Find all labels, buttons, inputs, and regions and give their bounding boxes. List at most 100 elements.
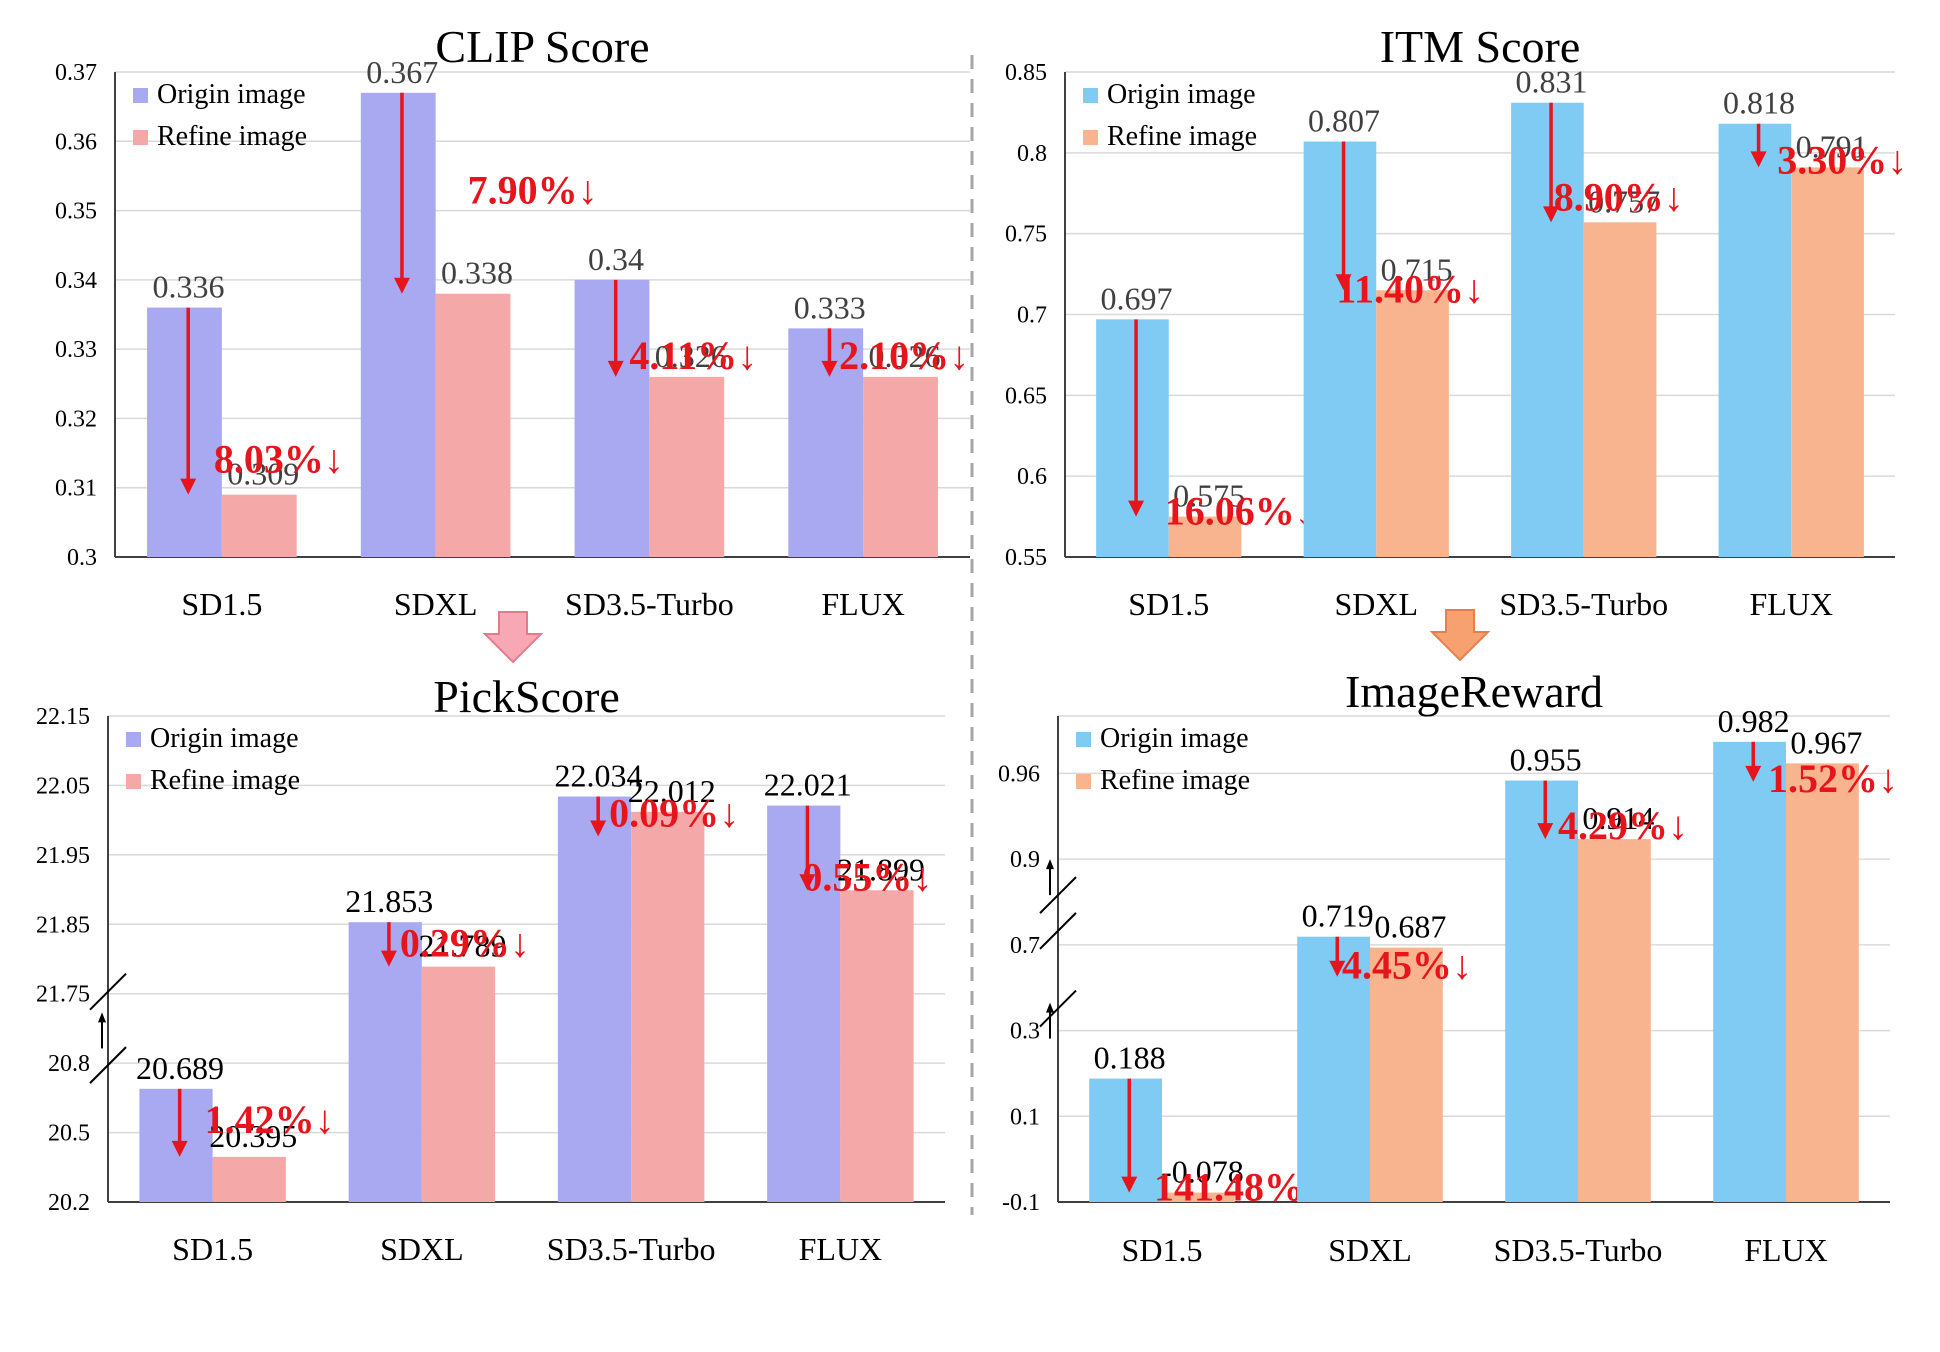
legend-swatch-refine (1083, 130, 1098, 145)
legend-label-refine: Refine image (1107, 121, 1257, 152)
axis-break-arrow-tip (98, 1012, 106, 1023)
drop-percent-label: 1.52%↓ (1768, 756, 1898, 801)
data-label-refine: 0.914 (1582, 800, 1654, 836)
category-label: SD3.5-Turbo (1494, 1232, 1663, 1268)
data-label-origin: 22.034 (555, 758, 643, 794)
y-tick-label: 20.8 (48, 1051, 90, 1077)
legend-label-origin: Origin image (157, 79, 306, 110)
category-label: SD1.5 (1128, 586, 1209, 622)
axis-break-arrow-tip (1046, 859, 1054, 870)
data-label-refine: -0.078 (1161, 1154, 1244, 1190)
category-label: SDXL (380, 1231, 464, 1267)
data-label-refine: 0.326 (655, 338, 727, 374)
legend-label-origin: Origin image (1100, 723, 1249, 754)
bar-refine-sd3.5-turbo (1583, 222, 1657, 557)
y-tick-label: 22.05 (36, 773, 90, 799)
y-tick-label: 0.36 (55, 129, 97, 155)
legend-swatch-refine (133, 130, 148, 145)
drop-arrow-head (1329, 960, 1346, 977)
bar-origin-sd1.5 (1096, 319, 1169, 557)
drop-arrow-head (1335, 274, 1352, 291)
data-label-origin: 22.021 (764, 767, 852, 803)
bar-refine-sdxl (421, 966, 496, 1202)
transition-arrow-left (482, 611, 544, 664)
drop-arrow-head (799, 874, 816, 891)
drop-arrow-head (607, 360, 624, 377)
drop-percent-label: 0.09%↓ (609, 791, 739, 836)
category-label: FLUX (1744, 1232, 1828, 1268)
drop-arrow-head (380, 950, 397, 967)
data-label-origin: 0.955 (1510, 742, 1582, 778)
bar-refine-sd1.5 (1168, 516, 1242, 557)
legend-label-refine: Refine image (157, 121, 307, 152)
y-tick-label: 0.1 (1010, 1104, 1040, 1130)
bar-refine-sdxl (1370, 947, 1443, 1202)
drop-percent-label: 8.03%↓ (214, 437, 344, 482)
data-label-refine: 0.791 (1796, 128, 1868, 164)
data-label-origin: 0.34 (588, 241, 644, 277)
data-label-origin: 0.719 (1302, 898, 1374, 934)
data-label-origin: 0.818 (1723, 85, 1795, 121)
y-tick-label: -0.1 (1002, 1190, 1040, 1216)
data-label-refine: 0.326 (869, 338, 941, 374)
data-label-refine: 22.012 (628, 773, 716, 809)
data-label-refine: 0.309 (227, 456, 299, 492)
category-label: SD3.5-Turbo (565, 586, 734, 622)
y-tick-label: 20.5 (48, 1121, 90, 1147)
drop-percent-label: 141.48%↓ (1154, 1165, 1324, 1210)
drop-arrow-head (1537, 823, 1554, 840)
category-label: SDXL (394, 586, 478, 622)
drop-percent-label: 4.45%↓ (1342, 943, 1472, 988)
legend-swatch-refine (1076, 774, 1091, 789)
chart-pickscore: 20.2 20.5 20.8 21.75 21.85 21.95 22.05 22.15 Pic… (36, 671, 945, 1267)
drop-percent-label: 0.29%↓ (400, 921, 530, 966)
category-label: SDXL (1334, 586, 1418, 622)
drop-percent-label: 2.10%↓ (839, 333, 969, 378)
category-label: SD1.5 (1122, 1232, 1203, 1268)
legend-swatch-origin (126, 732, 141, 747)
legend-label-origin: Origin image (1107, 79, 1256, 110)
axis-break-arrow-tip (1046, 1002, 1054, 1013)
y-tick-label: 21.85 (36, 912, 90, 938)
axis-break-slash (1039, 989, 1077, 1028)
category-label: SDXL (1328, 1232, 1412, 1268)
legend-swatch-origin (133, 88, 148, 103)
bar-refine-sdxl (435, 293, 511, 557)
bar-refine-sd3.5-turbo (631, 811, 705, 1202)
bar-refine-sd1.5 (212, 1156, 286, 1202)
data-label-origin: 20.689 (136, 1050, 224, 1086)
y-tick-label: 22.15 (36, 704, 90, 730)
y-tick-label: 0.55 (1005, 545, 1047, 571)
data-label-refine: 0.575 (1173, 478, 1245, 514)
drop-arrow-head (821, 360, 838, 377)
legend-label-refine: Refine image (1100, 765, 1250, 796)
drop-arrow-head (1128, 500, 1145, 517)
bar-refine-flux (840, 890, 914, 1202)
drop-arrow-head (1121, 1176, 1138, 1193)
axis-break-slash (89, 1046, 127, 1084)
drop-arrow-head (1750, 151, 1767, 168)
data-label-origin: 0.697 (1100, 280, 1172, 316)
bar-origin-sdxl (1297, 936, 1370, 1202)
data-label-refine: 20.395 (209, 1118, 297, 1154)
y-tick-label: 0.8 (1017, 141, 1047, 167)
bar-origin-sdxl (360, 92, 436, 558)
category-label: SD3.5-Turbo (1499, 586, 1668, 622)
drop-arrow-head (180, 478, 197, 495)
y-tick-label: 0.3 (67, 545, 97, 571)
legend-swatch-refine (126, 774, 141, 789)
drop-arrow-head (393, 277, 410, 294)
drop-arrow-head (590, 820, 607, 837)
drop-arrow-head (171, 1140, 188, 1157)
data-label-origin: 0.188 (1094, 1040, 1166, 1076)
y-tick-label: 21.75 (36, 982, 90, 1008)
y-tick-label: 0.33 (55, 337, 97, 363)
y-tick-label: 0.7 (1017, 303, 1047, 329)
bar-origin-sd3.5-turbo (557, 796, 632, 1202)
transition-arrow-right (1429, 609, 1491, 662)
chart-title: ITM Score (1380, 21, 1581, 72)
drop-arrow-head (1745, 765, 1762, 782)
y-tick-label: 0.9 (1010, 847, 1040, 873)
bar-origin-flux (767, 805, 841, 1202)
